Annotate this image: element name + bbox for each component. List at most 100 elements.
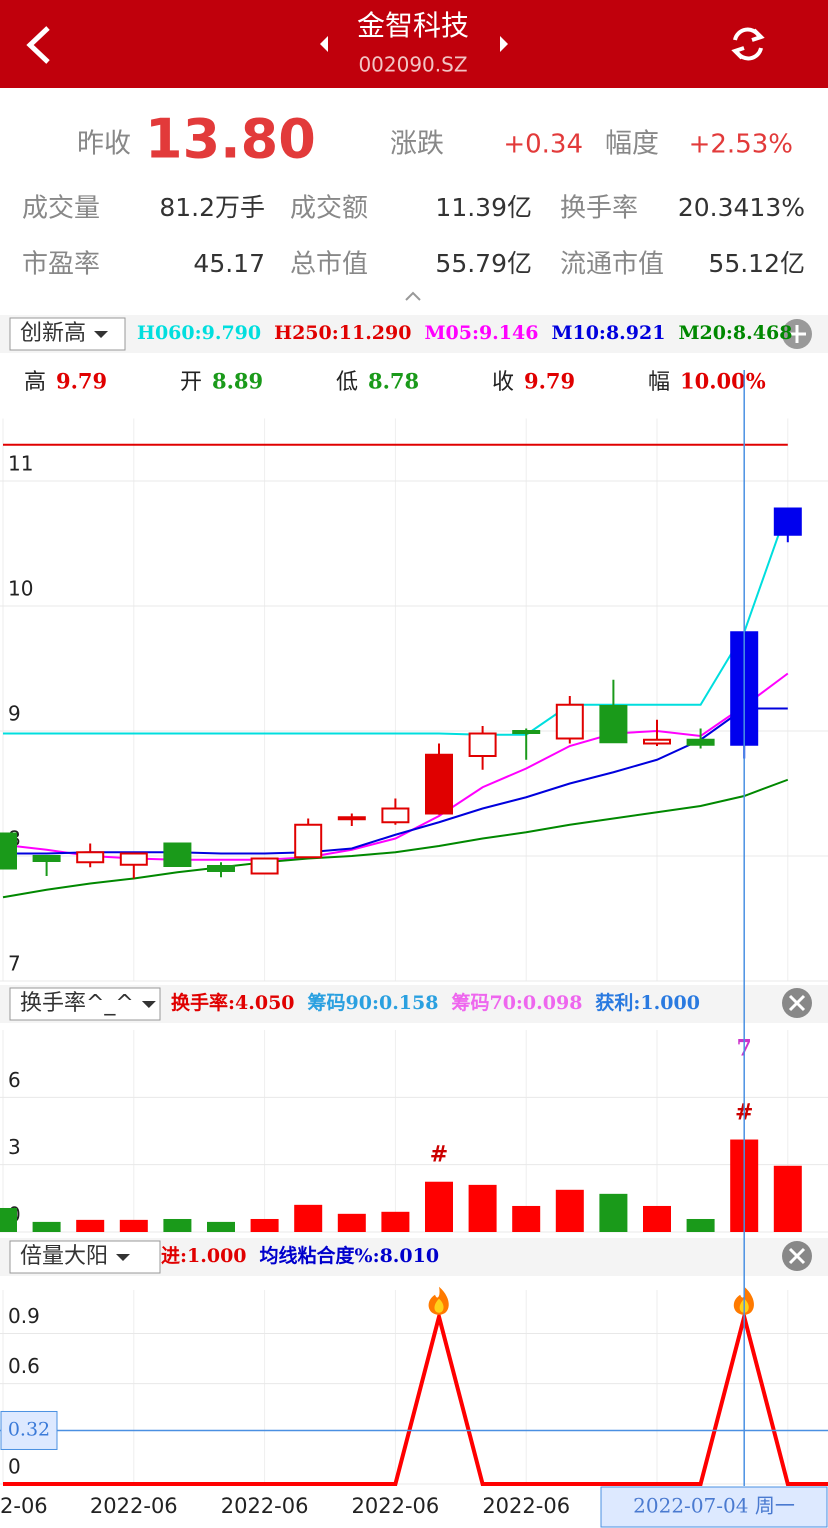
candle-body bbox=[773, 507, 802, 536]
legend-item: 换手率:4.050 bbox=[171, 991, 295, 1014]
legend-item: 筹码90:0.158 bbox=[308, 991, 439, 1014]
price: 13.80 bbox=[145, 108, 316, 171]
candle-body bbox=[381, 807, 410, 824]
candle-body bbox=[425, 753, 453, 815]
bar bbox=[773, 1165, 802, 1232]
label: 昨收 bbox=[77, 129, 131, 160]
stat-label: 成交量 bbox=[22, 194, 100, 224]
crosshair-value-box bbox=[0, 1410, 58, 1450]
candle-body bbox=[686, 738, 715, 746]
ohlc-value: 9.79 bbox=[524, 369, 575, 394]
bar bbox=[686, 1218, 715, 1232]
y-tick-label: 9 bbox=[8, 702, 21, 726]
stock-name: 金智科技 bbox=[357, 9, 469, 42]
y-tick-label: 0.9 bbox=[8, 1304, 40, 1328]
candle-body bbox=[0, 832, 17, 870]
indicator-selector[interactable]: 换手率^_^ bbox=[9, 987, 161, 1021]
x-tick-label: 2022-06 bbox=[482, 1494, 570, 1518]
indicator-bar bbox=[0, 315, 828, 353]
ohlc-label: 开 bbox=[180, 370, 202, 395]
stock-code: 002090.SZ bbox=[358, 53, 467, 77]
ohlc-label: 高 bbox=[24, 370, 46, 395]
stat-label: 流通市值 bbox=[560, 250, 664, 280]
selector-box bbox=[9, 987, 161, 1021]
bar bbox=[555, 1189, 584, 1232]
ohlc-value: 8.89 bbox=[212, 369, 263, 394]
ohlc-label: 幅 bbox=[648, 370, 670, 395]
candle-body bbox=[250, 857, 279, 875]
bar bbox=[32, 1221, 61, 1232]
x-tick-label: 2022-06 bbox=[352, 1494, 440, 1518]
prev-stock[interactable] bbox=[320, 36, 328, 52]
signal-line bbox=[3, 1308, 828, 1486]
candle-body bbox=[643, 738, 671, 745]
add-button[interactable] bbox=[782, 319, 812, 349]
indicator-name: 倍量大阳 bbox=[20, 1244, 108, 1269]
crosshair-date: 2022-07-04 周一 bbox=[633, 1494, 795, 1518]
y-tick-label: 7 bbox=[8, 952, 21, 976]
plot bbox=[0, 443, 802, 899]
stat-value: 11.39亿 bbox=[435, 193, 532, 222]
legend-item: M05:9.146 bbox=[424, 322, 538, 344]
label: 涨跌 bbox=[390, 129, 444, 160]
back-button[interactable] bbox=[26, 26, 50, 64]
legend-item: M10:8.921 bbox=[551, 322, 665, 344]
close-button[interactable] bbox=[782, 1241, 812, 1271]
dropdown-arrow bbox=[141, 1001, 156, 1008]
y-tick-label: 11 bbox=[8, 452, 33, 476]
candle-body bbox=[555, 703, 584, 740]
ohlc-value: 10.00% bbox=[680, 369, 766, 394]
legend-item: H060:9.790 bbox=[137, 322, 261, 344]
bar bbox=[599, 1193, 628, 1232]
candle-body bbox=[32, 855, 61, 862]
stat-value: 55.79亿 bbox=[435, 249, 532, 278]
y-tick-label: 0.6 bbox=[8, 1354, 40, 1378]
indicator-name: 创新高 bbox=[20, 321, 86, 346]
candle-body bbox=[163, 842, 192, 867]
label: 幅度 bbox=[605, 129, 659, 160]
stat-value: 55.12亿 bbox=[708, 249, 805, 278]
legend-item: 进:1.000 bbox=[161, 1245, 247, 1267]
crosshair-date-box bbox=[600, 1486, 828, 1528]
bar bbox=[512, 1205, 541, 1232]
bar bbox=[425, 1181, 453, 1232]
x-tick-label: 2022-06 bbox=[221, 1494, 309, 1518]
indicator-selector[interactable]: 倍量大阳 bbox=[9, 1240, 161, 1274]
y-tick-label: 6 bbox=[8, 1068, 21, 1092]
stat-label: 市盈率 bbox=[22, 250, 100, 280]
indicator-selector[interactable]: 创新高 bbox=[9, 317, 126, 351]
next-stock[interactable] bbox=[500, 36, 508, 52]
dropdown-arrow bbox=[94, 331, 109, 338]
bar bbox=[119, 1219, 148, 1232]
refresh-button[interactable] bbox=[731, 27, 765, 61]
legend-item: 均线粘合度%:8.010 bbox=[260, 1244, 440, 1267]
y-tick-label: 3 bbox=[8, 1135, 21, 1159]
bar bbox=[76, 1219, 105, 1232]
stat-value: 45.17 bbox=[193, 249, 265, 278]
candle-body bbox=[294, 823, 323, 859]
selector-box bbox=[9, 317, 126, 351]
candle-body bbox=[119, 852, 148, 866]
value: +2.53% bbox=[689, 130, 793, 160]
bar bbox=[643, 1205, 671, 1232]
ohlc-label: 收 bbox=[492, 370, 514, 395]
candle-body bbox=[468, 732, 497, 757]
candle-body bbox=[76, 851, 105, 864]
bar bbox=[468, 1184, 497, 1232]
bar bbox=[381, 1211, 410, 1232]
bar bbox=[0, 1207, 17, 1232]
bar bbox=[294, 1204, 323, 1232]
candle-body bbox=[599, 705, 628, 744]
x-tick-label: 2-06 bbox=[0, 1494, 48, 1518]
indicator-name: 换手率^_^ bbox=[20, 991, 134, 1016]
ma-line bbox=[3, 707, 788, 855]
header-bar bbox=[0, 0, 828, 88]
value: +0.34 bbox=[503, 130, 583, 160]
bar bbox=[207, 1221, 235, 1232]
legend-item: 获利:1.000 bbox=[595, 991, 700, 1014]
close-button[interactable] bbox=[782, 988, 812, 1018]
legend-item: H250:11.290 bbox=[274, 322, 411, 344]
collapse[interactable] bbox=[405, 291, 421, 301]
